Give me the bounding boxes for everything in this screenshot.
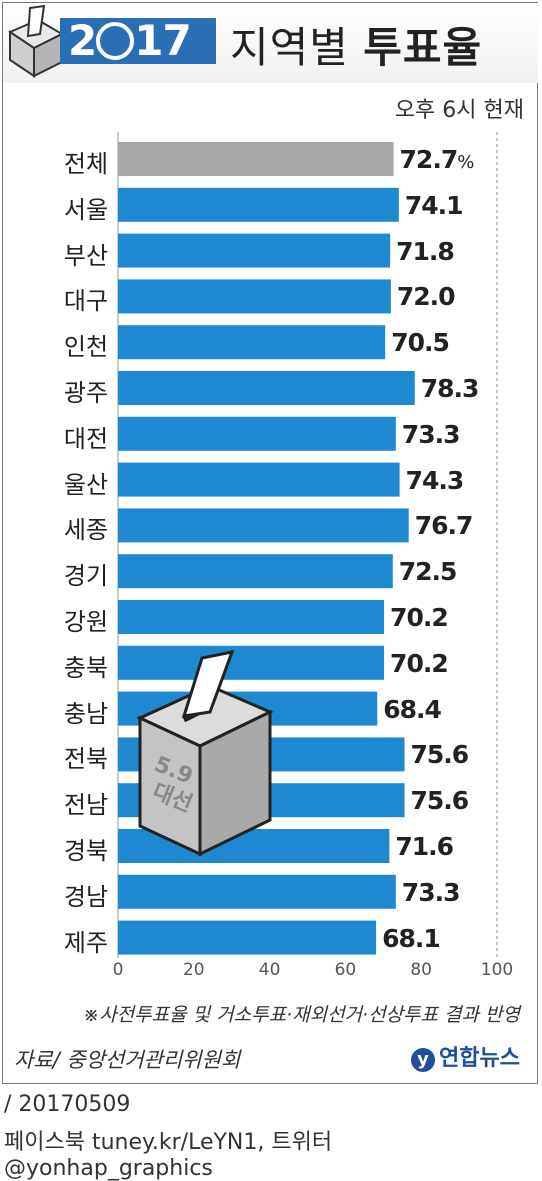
value-label: 78.3 <box>420 374 480 403</box>
value-label: 71.6 <box>395 832 454 861</box>
x-tick-label: 40 <box>258 960 281 980</box>
value-label: 74.1 <box>404 190 464 220</box>
category-label: 세종 <box>63 516 109 545</box>
category-label: 인천 <box>63 333 109 362</box>
bar-6 <box>118 416 396 451</box>
logo-text: 연합뉴스 <box>439 1046 520 1071</box>
category-label: 강원 <box>63 608 109 636</box>
value-label: 70.2 <box>390 603 449 632</box>
year-digit-2: 2 <box>68 16 97 65</box>
page-title: 지역별 투표율 <box>230 14 482 75</box>
value-label: 74.3 <box>405 465 465 495</box>
bar-3 <box>118 279 391 314</box>
yonhap-logo-icon: y <box>411 1048 436 1072</box>
bar-2 <box>118 233 391 268</box>
category-label: 충북 <box>63 653 109 682</box>
year-label: 2017 217 <box>68 16 192 65</box>
check-mark-icon <box>96 21 135 60</box>
value-label: 76.7 <box>414 511 474 541</box>
title-light: 지역별 <box>230 23 349 72</box>
bar-10 <box>118 600 385 634</box>
bar-7 <box>118 462 400 497</box>
category-label: 경남 <box>63 882 109 911</box>
ballot-box-illustration-icon: 5.9 대선 <box>136 650 274 857</box>
value-label: 75.6 <box>410 786 470 816</box>
value-label: 72.0 <box>396 282 456 312</box>
category-label: 부산 <box>63 241 109 270</box>
value-label: 72.5 <box>398 557 458 587</box>
category-label: 서울 <box>63 195 109 224</box>
value-label: 72.7% <box>399 145 475 174</box>
category-label: 광주 <box>63 379 109 407</box>
value-label: 71.8 <box>396 236 455 266</box>
bar-0 <box>118 142 394 176</box>
category-label: 충남 <box>63 699 109 728</box>
category-label: 경북 <box>63 837 109 865</box>
data-source: 자료/ 중앙선거관리위원회 <box>14 1048 241 1072</box>
social-links: 페이스북 tuney.kr/LeYN1, 트위터 @yonhap_graphic… <box>4 1130 333 1181</box>
chart-note: ※사전투표율 및 거소투표·재외선거·선상투표 결과 반영 <box>83 1004 520 1026</box>
value-label: 68.4 <box>383 694 442 724</box>
x-tick-label: 20 <box>182 960 205 980</box>
category-label: 전북 <box>63 745 109 774</box>
bar-16 <box>118 874 396 909</box>
title-bold: 투표율 <box>363 23 483 72</box>
bar-9 <box>118 554 393 589</box>
year-digits-17: 17 <box>134 16 191 65</box>
x-tick-label: 80 <box>410 960 433 980</box>
bar-17 <box>118 920 377 955</box>
category-label: 대구 <box>63 287 109 316</box>
bar-8 <box>118 508 409 543</box>
category-label: 제주 <box>63 928 109 957</box>
subtitle: 오후 6시 현재 <box>394 98 524 123</box>
value-label: 73.3 <box>401 877 461 907</box>
category-label: 대전 <box>63 424 109 453</box>
category-label: 울산 <box>63 470 109 499</box>
publish-date: / 20170509 <box>4 1092 131 1117</box>
category-label: 경기 <box>63 562 109 591</box>
bar-11 <box>118 645 385 680</box>
bar-5 <box>118 371 415 405</box>
value-label: 75.6 <box>410 740 470 770</box>
x-tick-label: 60 <box>334 960 357 980</box>
category-label: 전체 <box>63 150 109 178</box>
bar-4 <box>118 325 386 360</box>
x-tick-label: 0 <box>112 960 124 980</box>
bar-1 <box>118 187 399 222</box>
yonhap-logo: y 연합뉴스 <box>411 1040 520 1072</box>
value-label: 73.3 <box>401 419 461 449</box>
value-label: 70.2 <box>390 648 449 678</box>
year-badge <box>60 18 216 64</box>
x-tick-label: 100 <box>480 960 514 980</box>
category-label: 전남 <box>63 791 109 820</box>
value-label: 68.1 <box>382 923 441 953</box>
value-label: 70.5 <box>391 328 450 358</box>
